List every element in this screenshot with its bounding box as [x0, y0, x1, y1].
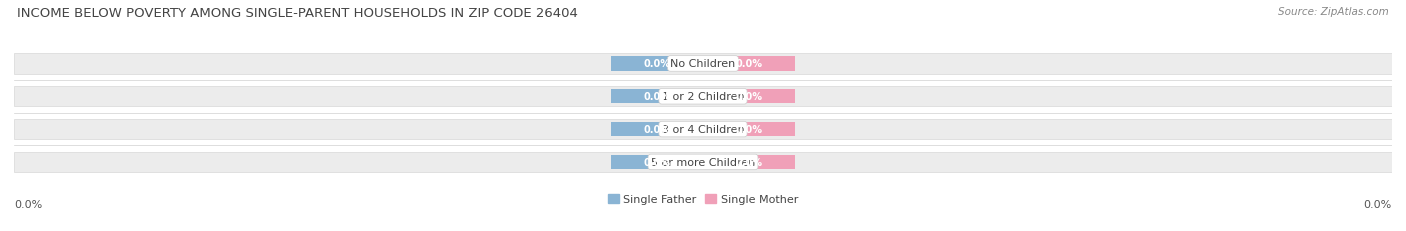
Text: 0.0%: 0.0% — [735, 125, 762, 134]
Bar — [703, 122, 794, 137]
Text: No Children: No Children — [671, 59, 735, 69]
Text: 0.0%: 0.0% — [14, 199, 42, 209]
Bar — [14, 54, 1392, 74]
Text: 0.0%: 0.0% — [735, 92, 762, 102]
Text: INCOME BELOW POVERTY AMONG SINGLE-PARENT HOUSEHOLDS IN ZIP CODE 26404: INCOME BELOW POVERTY AMONG SINGLE-PARENT… — [17, 7, 578, 20]
Bar — [703, 155, 794, 169]
Bar — [14, 119, 1392, 140]
Text: 0.0%: 0.0% — [644, 125, 671, 134]
Bar — [612, 122, 703, 137]
Text: 0.0%: 0.0% — [1364, 199, 1392, 209]
Text: 0.0%: 0.0% — [644, 157, 671, 167]
Bar — [612, 90, 703, 104]
Text: Source: ZipAtlas.com: Source: ZipAtlas.com — [1278, 7, 1389, 17]
Text: 5 or more Children: 5 or more Children — [651, 157, 755, 167]
Legend: Single Father, Single Mother: Single Father, Single Mother — [607, 194, 799, 204]
Bar — [612, 57, 703, 71]
Text: 1 or 2 Children: 1 or 2 Children — [662, 92, 744, 102]
Text: 0.0%: 0.0% — [735, 157, 762, 167]
Bar — [14, 87, 1392, 107]
Bar — [703, 90, 794, 104]
Bar — [14, 152, 1392, 172]
Text: 0.0%: 0.0% — [644, 59, 671, 69]
Bar — [703, 57, 794, 71]
Text: 0.0%: 0.0% — [735, 59, 762, 69]
Bar — [612, 155, 703, 169]
Text: 0.0%: 0.0% — [644, 92, 671, 102]
Text: 3 or 4 Children: 3 or 4 Children — [662, 125, 744, 134]
